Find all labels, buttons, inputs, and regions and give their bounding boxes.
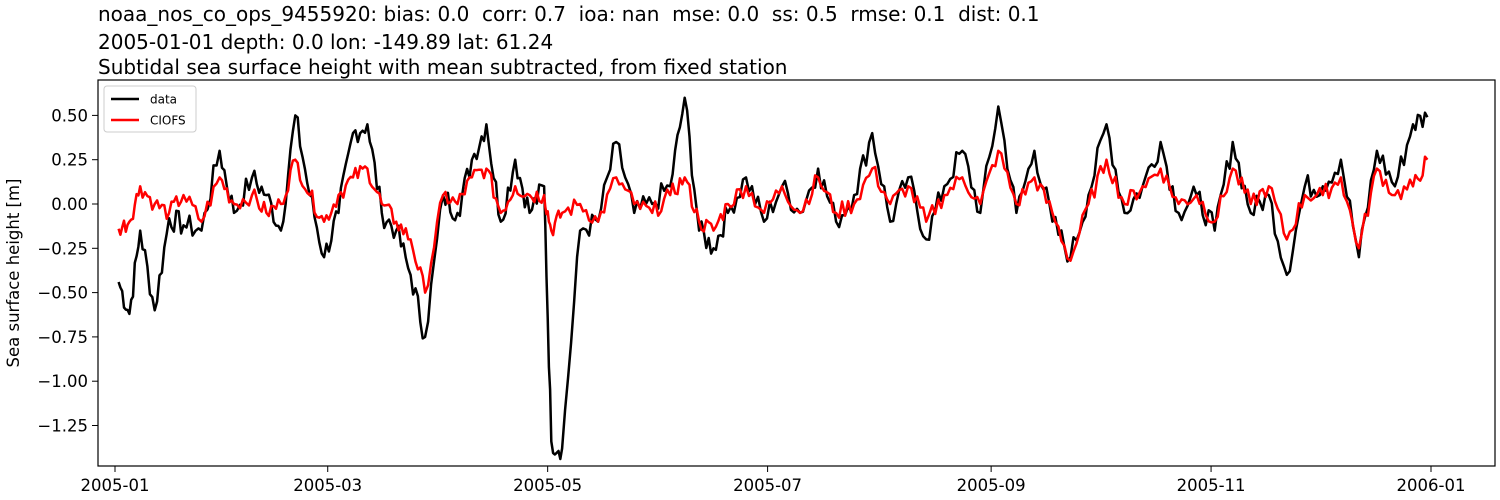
- chart-title-line-3: Subtidal sea surface height with mean su…: [98, 55, 788, 79]
- legend-label-ciofs: CIOFS: [150, 114, 186, 128]
- series-line-ciofs: [117, 149, 1429, 294]
- legend-item-ciofs: CIOFS: [111, 114, 186, 128]
- x-axis: 2005-01 2005-03 2005-05 2005-07 2005-09 2005-…: [81, 466, 1466, 495]
- axes-frame: [97, 79, 1496, 467]
- x-tick-label: 2005-05: [513, 476, 582, 495]
- x-tick-label: 2005-07: [733, 476, 802, 495]
- y-tick-label: −0.75: [37, 328, 88, 347]
- y-tick-label: −0.50: [37, 284, 88, 303]
- plot-area: [117, 96, 1429, 461]
- x-tick-label: 2005-11: [1177, 476, 1246, 495]
- y-tick-label: −1.25: [37, 417, 88, 436]
- chart-title-line-2: 2005-01-01 depth: 0.0 lon: -149.89 lat: …: [98, 30, 554, 54]
- y-tick-label: −0.25: [37, 239, 88, 258]
- x-tick-label: 2005-03: [293, 476, 362, 495]
- y-tick-label: 0.00: [51, 195, 88, 214]
- x-tick-label: 2006-01: [1397, 476, 1466, 495]
- legend-item-data: data: [111, 93, 177, 107]
- series-line-data: [117, 96, 1429, 461]
- legend: data CIOFS: [103, 85, 197, 133]
- y-axis-label: Sea surface height [m]: [4, 179, 23, 368]
- chart-title-line-1: noaa_nos_co_ops_9455920: bias: 0.0 corr:…: [98, 2, 1040, 26]
- y-tick-label: 0.50: [51, 106, 88, 125]
- x-tick-label: 2005-09: [957, 476, 1026, 495]
- legend-label-data: data: [150, 93, 177, 107]
- y-tick-label: 0.25: [51, 151, 88, 170]
- x-tick-label: 2005-01: [81, 476, 150, 495]
- y-axis: 0.50 0.25 0.00 −0.25 −0.50 −0.75 −1.00 −1.25: [37, 106, 98, 436]
- y-tick-label: −1.00: [37, 372, 88, 391]
